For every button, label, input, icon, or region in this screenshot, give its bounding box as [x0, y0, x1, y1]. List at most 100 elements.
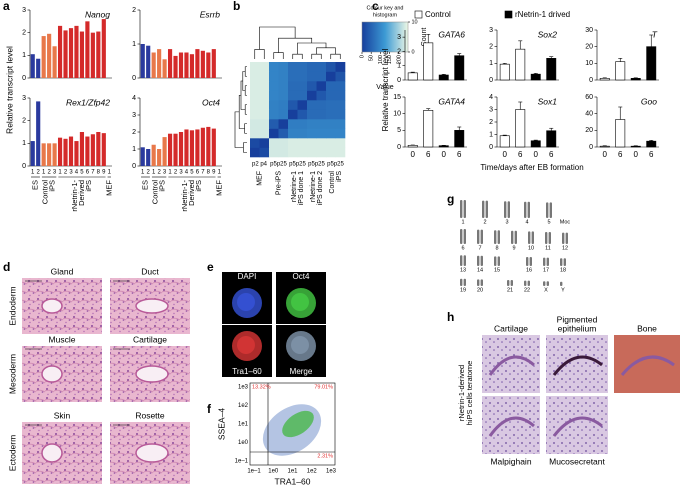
passage-label: p5p25 — [289, 162, 306, 168]
bar — [630, 145, 641, 148]
bar — [599, 145, 610, 148]
dendrogram — [273, 52, 284, 59]
quadrant-label: 2.31% — [317, 453, 333, 459]
bar — [90, 134, 95, 166]
bar — [646, 46, 657, 81]
y-tick-label: 10 — [585, 60, 593, 67]
heat-cell — [288, 100, 298, 110]
chromosome-label: 5 — [547, 219, 550, 225]
heat-cell — [326, 147, 336, 158]
chromosome — [482, 200, 485, 218]
chromosome — [510, 280, 513, 286]
chromosome-label: 2 — [483, 219, 486, 225]
chromosome-label: 13 — [460, 267, 466, 273]
chromosome — [460, 229, 463, 244]
y-tick-label: 20 — [585, 44, 593, 51]
chromosome-label: X — [544, 287, 548, 293]
chromosome-label: 3 — [505, 219, 508, 225]
chromosome-label: 12 — [562, 245, 568, 251]
tissue-label: Bone — [637, 323, 657, 333]
y-tick-label: 3 — [22, 7, 26, 14]
bar — [162, 137, 167, 166]
heat-cell — [307, 100, 317, 110]
x-axis-title: Time/days after EB formation — [480, 163, 583, 172]
tissue-label: Skin — [54, 410, 71, 420]
bar — [41, 143, 46, 166]
y-tick-label: 2 — [22, 118, 26, 125]
chromosome-label: Y — [561, 287, 565, 293]
group-label: iPS — [48, 180, 57, 192]
chromosome-label: 21 — [507, 287, 513, 293]
chromosome — [549, 202, 552, 218]
key-title: Colour key and — [367, 5, 404, 11]
tissue-label: Gland — [51, 266, 74, 276]
chromosome — [546, 257, 549, 266]
x-tick-label: 3 — [163, 170, 167, 176]
chromosome-label: 6 — [461, 245, 464, 251]
colony-core — [291, 336, 309, 354]
heat-cell — [278, 109, 289, 120]
x-tick-label: 6 — [426, 150, 431, 159]
stain-label: Tra1–60 — [232, 367, 262, 376]
chromosome — [565, 232, 568, 244]
heat-cell — [259, 138, 270, 148]
group-label: Derived — [77, 180, 86, 206]
heat-cell — [316, 128, 327, 139]
y-tick-label: 60 — [585, 94, 593, 101]
heat-cell — [259, 128, 270, 139]
heat-cell — [278, 62, 289, 72]
heat-cell — [326, 90, 336, 101]
heat-cell — [316, 62, 327, 72]
chromosome — [507, 280, 510, 286]
row-label: Ectoderm — [7, 435, 17, 471]
heat-cell — [316, 138, 327, 148]
chromosome — [494, 230, 497, 244]
tissue-label: Cartilage — [133, 334, 167, 344]
population-core — [282, 410, 314, 438]
x-tick-label: 1 — [58, 170, 62, 176]
heat-cell — [278, 119, 289, 129]
bar — [140, 147, 145, 166]
x-tick-label: 8 — [97, 170, 101, 176]
bar — [52, 46, 57, 78]
chart-title: Oct4 — [202, 97, 220, 107]
heat-cell — [307, 109, 317, 120]
bar — [599, 78, 610, 81]
bar — [530, 140, 541, 148]
stain-label: Merge — [290, 367, 313, 376]
bar — [162, 59, 167, 78]
bar — [189, 54, 195, 78]
label-band — [222, 272, 272, 282]
bar — [646, 140, 657, 148]
y-tick-label: 2 — [489, 119, 493, 126]
y-tick-label: 1e1 — [238, 422, 249, 428]
x-tick-label: 1 — [168, 170, 172, 176]
y-tick-label: 2 — [397, 48, 401, 55]
bar — [178, 52, 184, 78]
group-label: ES — [30, 180, 39, 190]
x-tick-label: 2 — [47, 170, 51, 176]
bar — [407, 145, 418, 148]
chromosome — [463, 255, 466, 266]
group-label: iPS done 1 — [298, 171, 305, 205]
group-label: rNetrin-1- — [180, 179, 189, 211]
heat-cell — [269, 90, 279, 101]
heat-cell — [335, 119, 346, 129]
bar — [546, 58, 557, 81]
dendrogram — [316, 47, 336, 55]
heat-cell — [288, 109, 298, 120]
bar — [173, 133, 178, 166]
bar — [101, 133, 106, 166]
tissue-structure — [488, 355, 535, 376]
lumen — [135, 365, 169, 383]
group-label: MEF — [256, 171, 263, 186]
bar — [79, 132, 85, 166]
stain-label: Oct4 — [293, 272, 310, 281]
dendrogram — [311, 53, 322, 59]
bar — [57, 137, 63, 166]
legend-label: rNetrin-1 drived — [515, 10, 570, 19]
x-tick-label: 2 — [147, 170, 151, 176]
chromosome — [463, 200, 466, 218]
bar — [47, 143, 52, 166]
